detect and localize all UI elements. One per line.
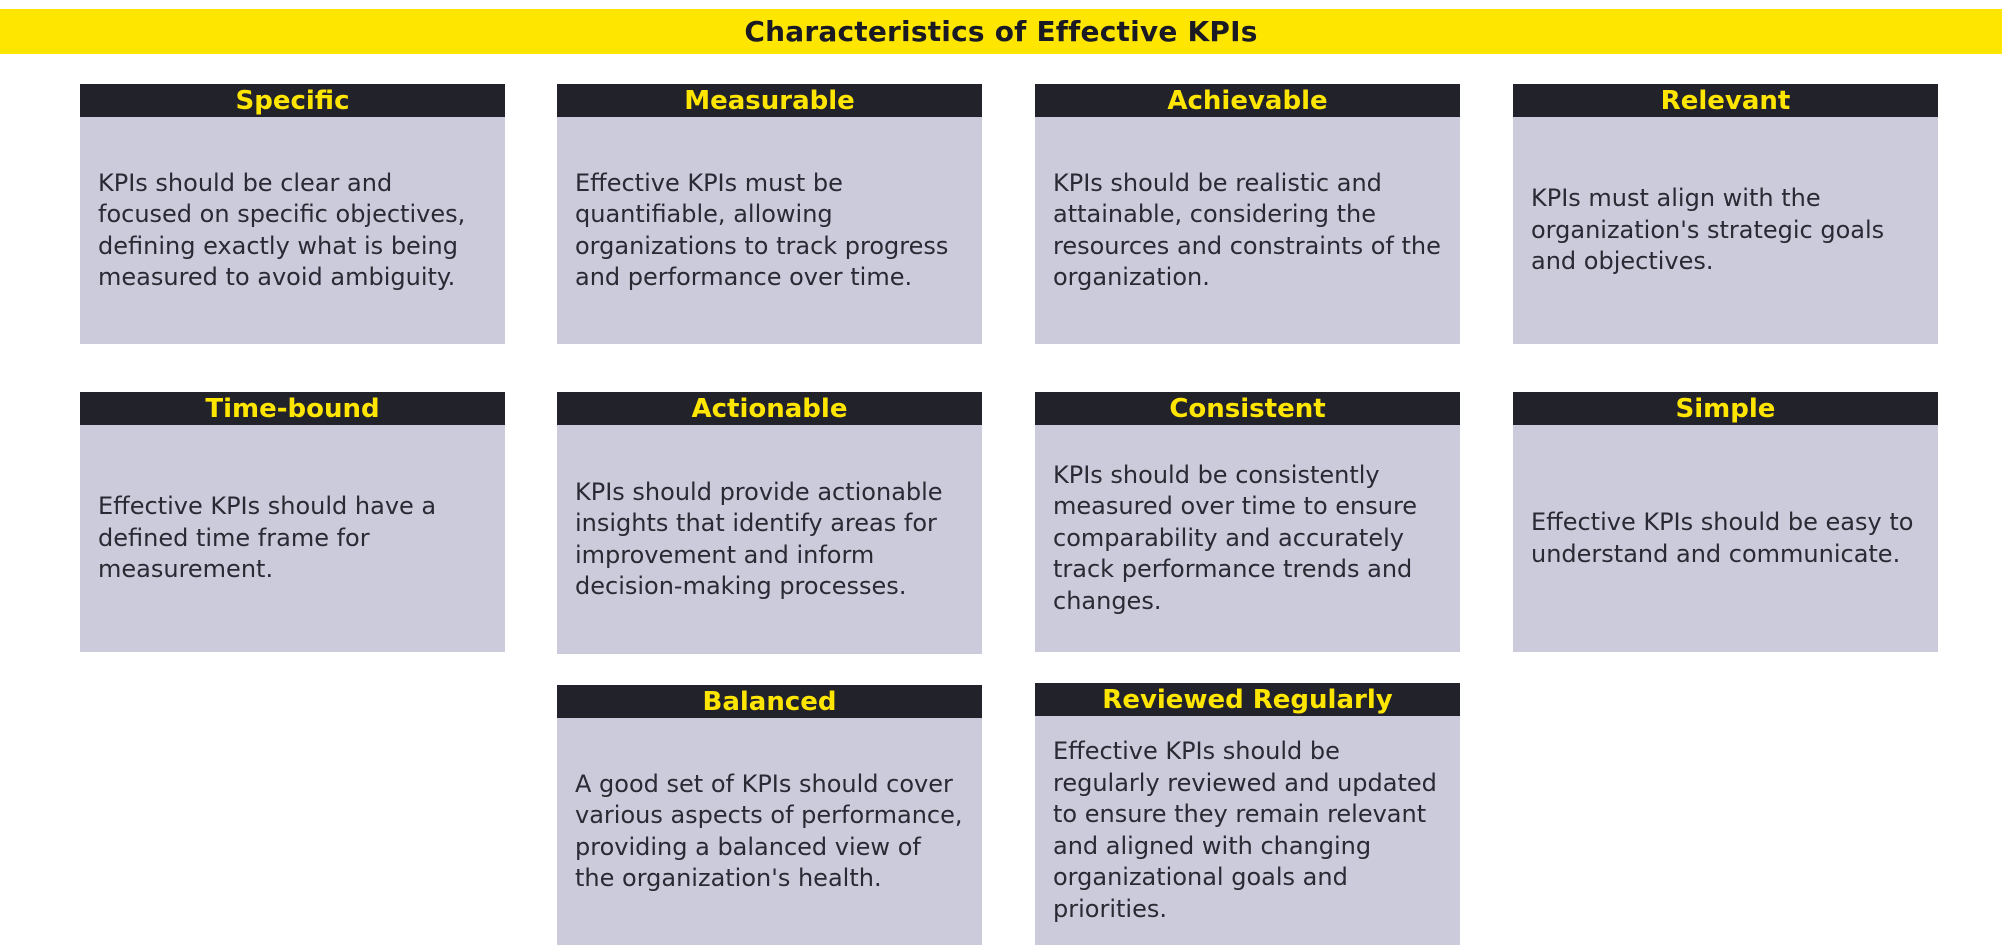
card-body: KPIs should be clear and focused on spec…: [80, 117, 505, 344]
kpi-card-measurable: Measurable Effective KPIs must be quanti…: [557, 84, 982, 344]
card-text: KPIs should be realistic and attainable,…: [1053, 168, 1441, 292]
kpi-card-simple: Simple Effective KPIs should be easy to …: [1513, 392, 1938, 652]
card-header: Measurable: [557, 84, 982, 117]
card-header: Time-bound: [80, 392, 505, 425]
card-heading: Actionable: [691, 393, 848, 424]
card-body: KPIs should be realistic and attainable,…: [1035, 117, 1460, 344]
card-heading: Achievable: [1167, 85, 1328, 116]
card-heading: Time-bound: [205, 393, 380, 424]
card-body: KPIs should be consistently measured ove…: [1035, 425, 1460, 652]
card-heading: Simple: [1675, 393, 1776, 424]
card-heading: Relevant: [1660, 85, 1791, 116]
card-header: Actionable: [557, 392, 982, 425]
card-text: KPIs should be clear and focused on spec…: [98, 168, 466, 292]
card-header: Specific: [80, 84, 505, 117]
kpi-card-time-bound: Time-bound Effective KPIs should have a …: [80, 392, 505, 652]
kpi-card-balanced: Balanced A good set of KPIs should cover…: [557, 685, 982, 945]
card-heading: Consistent: [1169, 393, 1326, 424]
kpi-card-relevant: Relevant KPIs must align with the organi…: [1513, 84, 1938, 344]
card-body: Effective KPIs should be regularly revie…: [1035, 716, 1460, 945]
card-header: Balanced: [557, 685, 982, 718]
kpi-card-consistent: Consistent KPIs should be consistently m…: [1035, 392, 1460, 652]
kpi-card-achievable: Achievable KPIs should be realistic and …: [1035, 84, 1460, 344]
card-text: KPIs must align with the organization's …: [1531, 184, 1885, 276]
card-heading: Measurable: [684, 85, 855, 116]
card-heading: Reviewed Regularly: [1102, 684, 1393, 715]
card-text: Effective KPIs should be easy to underst…: [1531, 508, 1914, 568]
card-text: Effective KPIs must be quantifiable, all…: [575, 168, 949, 292]
kpi-card-specific: Specific KPIs should be clear and focuse…: [80, 84, 505, 344]
card-header: Consistent: [1035, 392, 1460, 425]
card-text: Effective KPIs should be regularly revie…: [1053, 737, 1437, 923]
card-body: KPIs must align with the organization's …: [1513, 117, 1938, 344]
card-body: A good set of KPIs should cover various …: [557, 718, 982, 945]
card-body: Effective KPIs must be quantifiable, all…: [557, 117, 982, 344]
card-heading: Specific: [235, 85, 350, 116]
card-header: Relevant: [1513, 84, 1938, 117]
card-header: Achievable: [1035, 84, 1460, 117]
card-header: Reviewed Regularly: [1035, 683, 1460, 716]
title-banner: Characteristics of Effective KPIs: [0, 9, 2002, 54]
card-body: KPIs should provide actionable insights …: [557, 425, 982, 654]
kpi-card-actionable: Actionable KPIs should provide actionabl…: [557, 392, 982, 654]
card-heading: Balanced: [702, 686, 837, 717]
card-text: KPIs should provide actionable insights …: [575, 477, 943, 601]
card-text: Effective KPIs should have a defined tim…: [98, 492, 437, 584]
page-title: Characteristics of Effective KPIs: [744, 15, 1258, 48]
card-text: A good set of KPIs should cover various …: [575, 769, 963, 893]
kpi-card-reviewed-regularly: Reviewed Regularly Effective KPIs should…: [1035, 683, 1460, 945]
card-body: Effective KPIs should have a defined tim…: [80, 425, 505, 652]
card-body: Effective KPIs should be easy to underst…: [1513, 425, 1938, 652]
card-header: Simple: [1513, 392, 1938, 425]
card-text: KPIs should be consistently measured ove…: [1053, 460, 1418, 615]
